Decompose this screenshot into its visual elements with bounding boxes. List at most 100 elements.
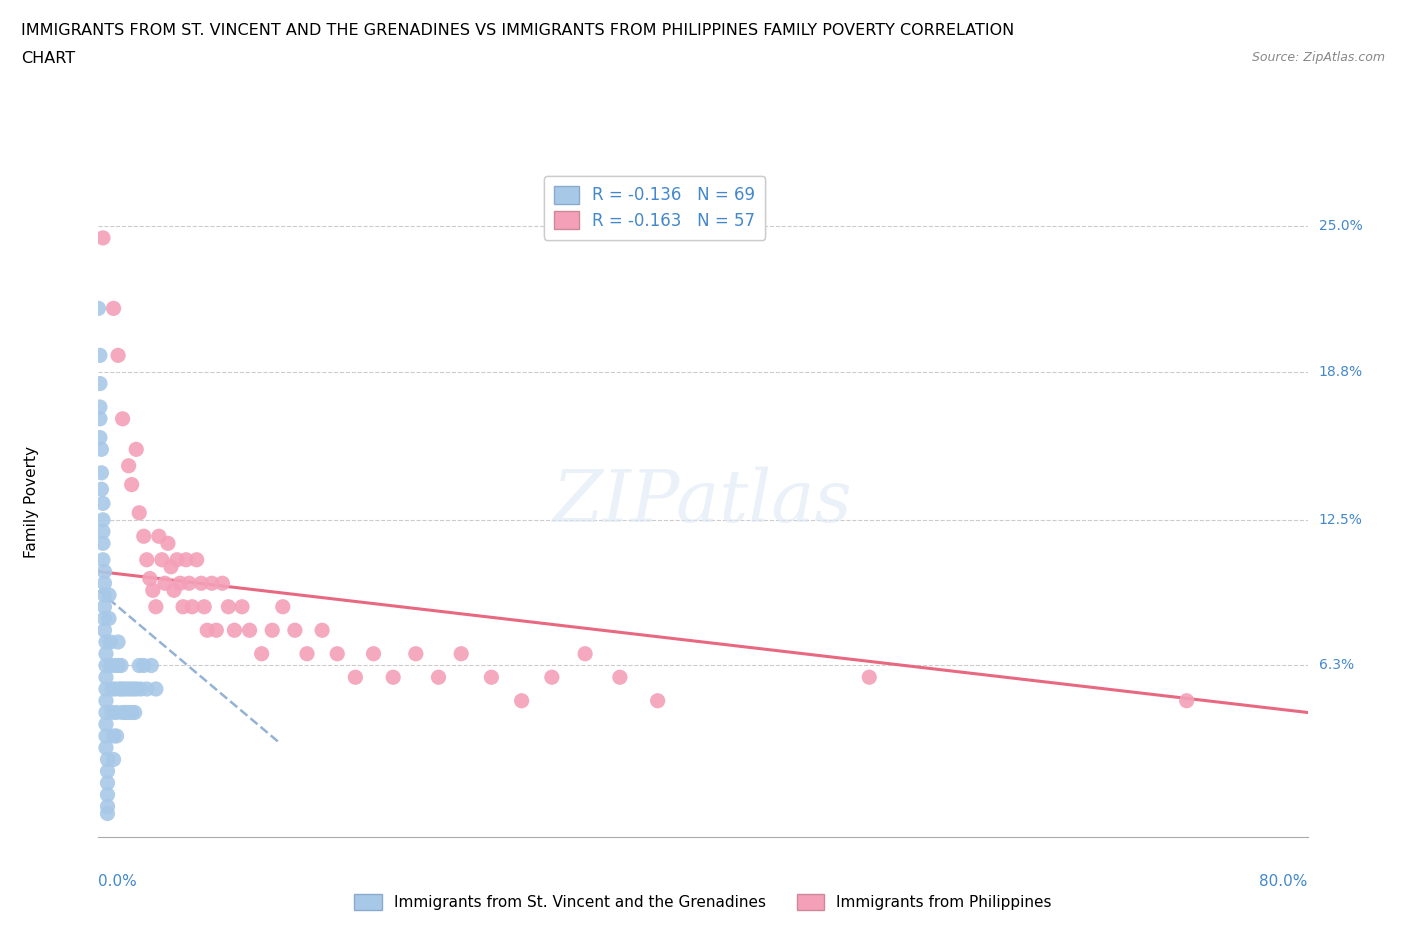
- Point: [107, 658, 129, 673]
- Point: [93, 611, 115, 626]
- Point: [101, 682, 124, 697]
- Point: [94, 717, 117, 732]
- Text: IMMIGRANTS FROM ST. VINCENT AND THE GRENADINES VS IMMIGRANTS FROM PHILIPPINES FA: IMMIGRANTS FROM ST. VINCENT AND THE GREN…: [21, 23, 1014, 38]
- Point: [96, 799, 118, 814]
- Point: [94, 646, 117, 661]
- Point: [858, 670, 880, 684]
- Point: [344, 670, 367, 684]
- Point: [90, 465, 112, 480]
- Point: [510, 693, 533, 708]
- Point: [100, 634, 122, 649]
- Point: [104, 682, 127, 697]
- Point: [107, 348, 129, 363]
- Point: [94, 634, 117, 649]
- Point: [90, 482, 112, 497]
- Point: [363, 646, 385, 661]
- Point: [89, 431, 111, 445]
- Point: [98, 611, 121, 626]
- Point: [122, 682, 145, 697]
- Point: [145, 599, 167, 614]
- Point: [112, 682, 135, 697]
- Point: [382, 670, 405, 684]
- Point: [89, 348, 111, 363]
- Point: [107, 634, 129, 649]
- Point: [153, 576, 176, 591]
- Text: 12.5%: 12.5%: [1319, 512, 1362, 526]
- Text: ZIPatlas: ZIPatlas: [553, 467, 853, 538]
- Point: [186, 552, 208, 567]
- Point: [609, 670, 631, 684]
- Text: 80.0%: 80.0%: [1260, 874, 1308, 889]
- Point: [89, 376, 111, 391]
- Point: [104, 658, 127, 673]
- Point: [450, 646, 472, 661]
- Point: [121, 705, 143, 720]
- Point: [145, 682, 167, 697]
- Point: [98, 588, 121, 603]
- Point: [250, 646, 273, 661]
- Point: [211, 576, 233, 591]
- Point: [94, 682, 117, 697]
- Point: [540, 670, 562, 684]
- Text: 18.8%: 18.8%: [1319, 365, 1362, 379]
- Point: [201, 576, 224, 591]
- Point: [115, 682, 138, 697]
- Point: [271, 599, 294, 614]
- Point: [284, 623, 307, 638]
- Point: [110, 658, 132, 673]
- Point: [91, 512, 114, 527]
- Point: [105, 728, 128, 743]
- Point: [96, 788, 118, 803]
- Point: [156, 536, 179, 551]
- Point: [163, 583, 186, 598]
- Point: [1175, 693, 1198, 708]
- Point: [172, 599, 194, 614]
- Point: [103, 752, 125, 767]
- Point: [481, 670, 503, 684]
- Point: [150, 552, 173, 567]
- Point: [94, 705, 117, 720]
- Text: 6.3%: 6.3%: [1319, 658, 1354, 672]
- Point: [405, 646, 427, 661]
- Point: [574, 646, 596, 661]
- Point: [100, 658, 122, 673]
- Point: [91, 496, 114, 511]
- Point: [96, 764, 118, 778]
- Point: [166, 552, 188, 567]
- Point: [111, 705, 134, 720]
- Point: [91, 525, 114, 539]
- Point: [118, 705, 141, 720]
- Point: [427, 670, 450, 684]
- Point: [120, 682, 142, 697]
- Point: [181, 599, 204, 614]
- Point: [93, 588, 115, 603]
- Point: [103, 301, 125, 316]
- Point: [93, 576, 115, 591]
- Point: [94, 728, 117, 743]
- Point: [169, 576, 191, 591]
- Point: [190, 576, 212, 591]
- Point: [96, 752, 118, 767]
- Point: [262, 623, 284, 638]
- Point: [128, 505, 150, 520]
- Point: [177, 576, 201, 591]
- Point: [129, 682, 152, 697]
- Point: [128, 658, 150, 673]
- Point: [132, 529, 155, 544]
- Point: [205, 623, 228, 638]
- Point: [121, 477, 143, 492]
- Point: [96, 776, 118, 790]
- Point: [148, 529, 170, 544]
- Point: [105, 705, 128, 720]
- Text: 0.0%: 0.0%: [98, 874, 138, 889]
- Legend: R = -0.136   N = 69, R = -0.163   N = 57: R = -0.136 N = 69, R = -0.163 N = 57: [544, 176, 765, 240]
- Point: [142, 583, 165, 598]
- Point: [217, 599, 239, 614]
- Point: [231, 599, 253, 614]
- Point: [195, 623, 218, 638]
- Point: [93, 565, 115, 579]
- Point: [91, 231, 114, 246]
- Point: [89, 411, 111, 426]
- Point: [135, 682, 157, 697]
- Point: [118, 458, 141, 473]
